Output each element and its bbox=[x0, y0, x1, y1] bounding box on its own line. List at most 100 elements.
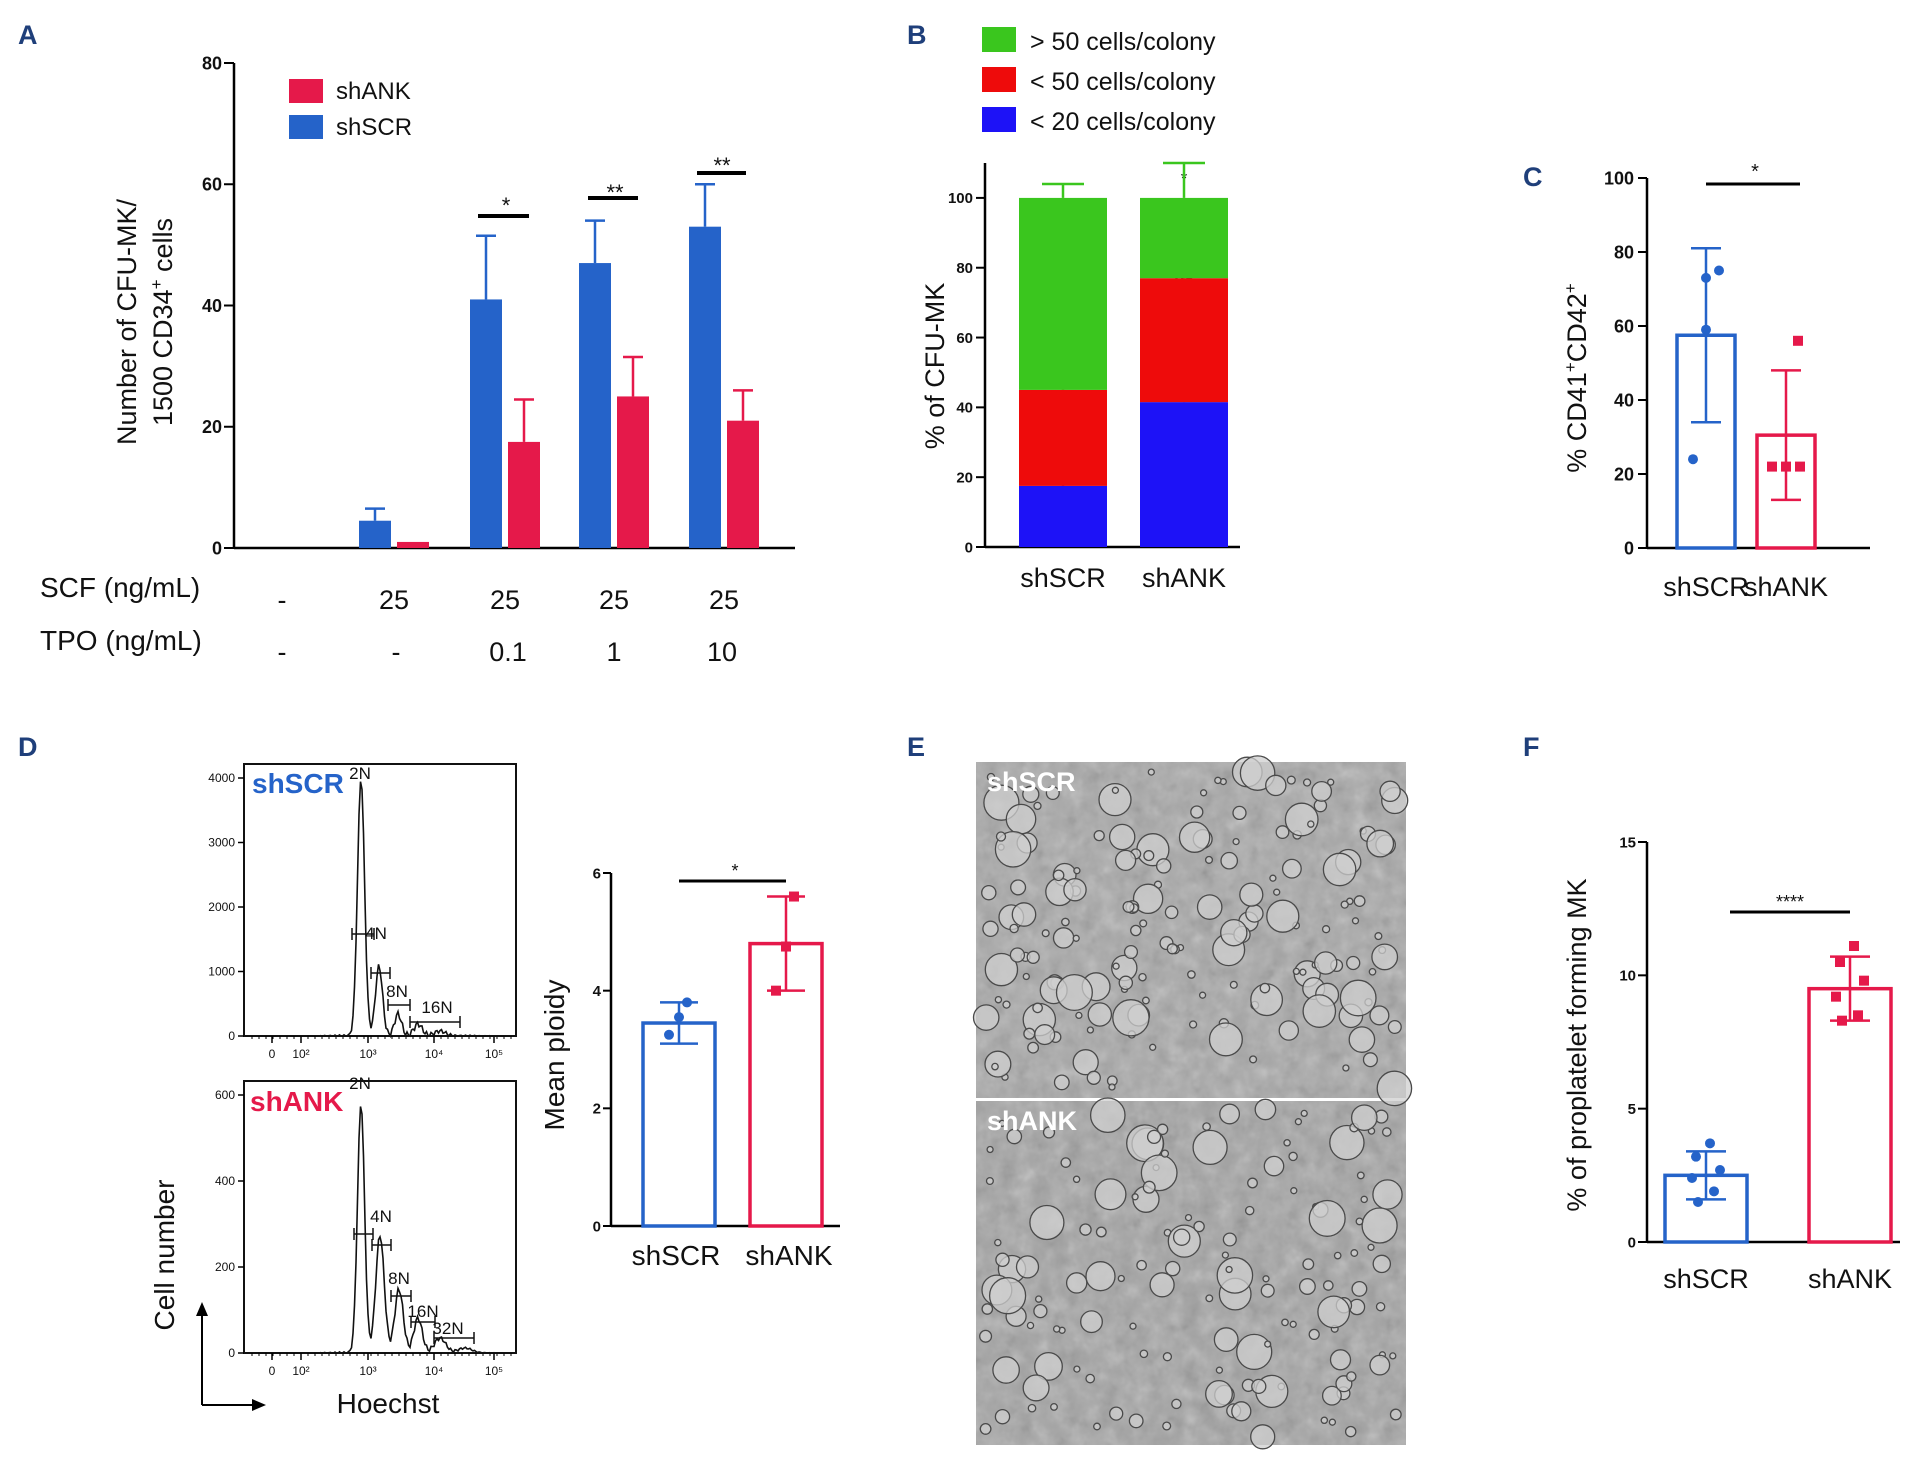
cell bbox=[1164, 1260, 1181, 1277]
category-label: shANK bbox=[1744, 572, 1828, 602]
cell bbox=[1128, 1413, 1144, 1429]
cell bbox=[1022, 1374, 1050, 1402]
y-tick-label: 5 bbox=[1628, 1101, 1636, 1118]
cell bbox=[1344, 1425, 1357, 1438]
cell bbox=[1052, 927, 1075, 949]
cell bbox=[1239, 882, 1264, 907]
cell bbox=[1184, 1213, 1193, 1222]
x-arrow-icon bbox=[252, 1399, 266, 1411]
hist-x-tick-label: 0 bbox=[269, 1364, 276, 1378]
cell bbox=[1273, 888, 1281, 896]
y-tick-label: 20 bbox=[956, 469, 973, 486]
cell bbox=[1376, 1070, 1413, 1107]
cell bbox=[1108, 1083, 1116, 1091]
cell bbox=[1187, 970, 1196, 979]
cell bbox=[1381, 1127, 1392, 1137]
scf-value: 25 bbox=[709, 585, 739, 615]
cell bbox=[1138, 972, 1147, 982]
cell bbox=[1348, 1026, 1376, 1053]
cell bbox=[1073, 867, 1081, 875]
histogram-label-shscr: shSCR bbox=[252, 768, 344, 799]
cell bbox=[1361, 1207, 1398, 1244]
cell bbox=[1042, 1126, 1056, 1139]
cell bbox=[1254, 1098, 1277, 1121]
cell bbox=[1302, 1258, 1315, 1271]
cell bbox=[1374, 932, 1383, 941]
cell bbox=[1329, 1349, 1352, 1371]
cell bbox=[1155, 858, 1172, 874]
data-point bbox=[1693, 1197, 1703, 1207]
cell bbox=[1219, 1103, 1241, 1125]
cell bbox=[1199, 789, 1208, 797]
legend-swatch-shscr bbox=[289, 115, 323, 139]
cell bbox=[1027, 1041, 1040, 1054]
y-tick-label: 4 bbox=[593, 983, 602, 1000]
cell bbox=[998, 1119, 1006, 1128]
cell bbox=[1346, 1371, 1357, 1382]
panel-a-ylabel-line1: Number of CFU-MK/ bbox=[112, 198, 142, 445]
peak-label-8n: 8N bbox=[386, 982, 408, 1001]
data-point bbox=[1688, 454, 1698, 465]
bar-shank bbox=[727, 420, 759, 548]
cell bbox=[1216, 1257, 1254, 1294]
panel-b-ylabel: % of CFU-MK bbox=[920, 283, 950, 450]
peak-label-16n: 16N bbox=[421, 998, 452, 1017]
cell bbox=[1033, 1303, 1048, 1319]
cell bbox=[1034, 1024, 1056, 1046]
y-tick-label: 0 bbox=[1624, 538, 1634, 558]
cell bbox=[1288, 1151, 1298, 1162]
cell bbox=[1029, 1204, 1065, 1241]
cell bbox=[1089, 1097, 1126, 1134]
cell bbox=[1192, 1129, 1228, 1166]
peak-label-16n: 16N bbox=[407, 1302, 438, 1321]
y-tick-label: 100 bbox=[1604, 168, 1634, 188]
legend-swatch-lt50 bbox=[982, 67, 1016, 92]
cell bbox=[1346, 955, 1361, 971]
cell bbox=[992, 1356, 1020, 1384]
cell bbox=[1162, 1421, 1172, 1431]
cell bbox=[1112, 999, 1150, 1037]
cell bbox=[1311, 780, 1333, 802]
tpo-value: - bbox=[278, 637, 287, 667]
cell bbox=[984, 952, 1019, 987]
legend-label-lt50: < 50 cells/colony bbox=[1030, 68, 1216, 96]
cell bbox=[1350, 1104, 1378, 1132]
tpo-value: - bbox=[392, 637, 401, 667]
cell bbox=[1131, 1193, 1139, 1201]
cell bbox=[1298, 1278, 1316, 1295]
bar-shscr bbox=[359, 520, 391, 548]
category-label: shANK bbox=[1808, 1264, 1892, 1294]
cell bbox=[1317, 1295, 1351, 1329]
cell bbox=[1353, 895, 1366, 908]
cell bbox=[982, 920, 999, 938]
data-point bbox=[1701, 324, 1711, 335]
cell bbox=[1010, 879, 1027, 896]
panel-e-micrographs: shSCR shANK bbox=[972, 755, 1413, 1450]
hist-x-tick-label: 0 bbox=[269, 1047, 276, 1061]
cell bbox=[1262, 1275, 1270, 1283]
panel-c-ylabel-mid: CD42 bbox=[1562, 293, 1592, 362]
data-point bbox=[1795, 461, 1805, 472]
cell bbox=[1065, 1272, 1088, 1294]
tpo-value: 10 bbox=[707, 637, 737, 667]
cell bbox=[1060, 1157, 1072, 1168]
panel-a-ylabel-sup: + bbox=[147, 279, 166, 289]
cell bbox=[1087, 1002, 1113, 1027]
y-tick-label: 2 bbox=[593, 1101, 601, 1118]
cell bbox=[1231, 1401, 1252, 1422]
cell bbox=[1290, 1187, 1298, 1195]
hist-x-tick-label: 10³ bbox=[359, 1364, 376, 1378]
hist-x-tick-label: 10³ bbox=[359, 1047, 376, 1061]
cell bbox=[1072, 1049, 1099, 1076]
hist-x-tick-label: 10⁵ bbox=[485, 1364, 503, 1378]
cell bbox=[1313, 951, 1338, 975]
cell bbox=[1389, 1408, 1402, 1421]
bar-shank bbox=[397, 541, 429, 548]
cell bbox=[1032, 1002, 1043, 1014]
hist-x-tick-label: 10⁵ bbox=[485, 1047, 503, 1061]
cell bbox=[1171, 1398, 1182, 1410]
data-point bbox=[781, 941, 791, 952]
panel-c-ylabel-sup2: + bbox=[1561, 283, 1580, 293]
